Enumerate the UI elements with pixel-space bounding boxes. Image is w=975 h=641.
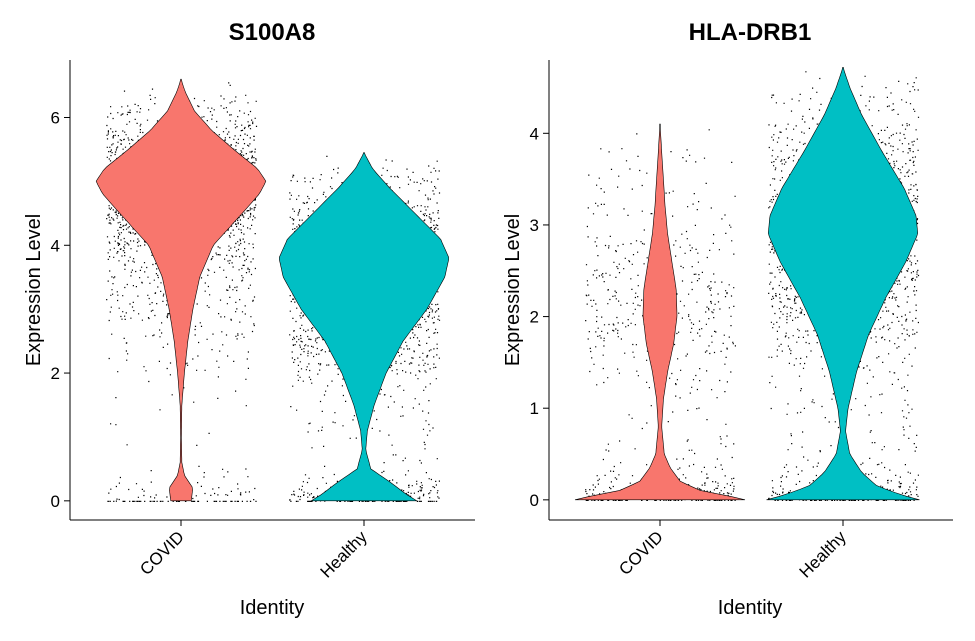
y-tick-label: 1 bbox=[530, 399, 539, 418]
panel-s100a8: S100A8 0 2 4 6 COVID Healthy Expression Leve… bbox=[23, 19, 475, 619]
violin-covid bbox=[574, 123, 746, 501]
y-ticks: 0 1 2 3 4 bbox=[530, 124, 549, 510]
x-tick-label: COVID bbox=[136, 527, 188, 579]
violin-covid bbox=[95, 78, 267, 502]
y-ticks: 0 2 4 6 bbox=[51, 109, 70, 511]
y-tick-label: 3 bbox=[530, 216, 539, 235]
x-ticks: COVID Healthy bbox=[615, 520, 850, 582]
y-tick-label: 4 bbox=[530, 124, 539, 143]
y-tick-label: 2 bbox=[530, 308, 539, 327]
y-tick-label: 2 bbox=[51, 364, 60, 383]
y-axis-label: Expression Level bbox=[23, 214, 45, 366]
y-tick-label: 6 bbox=[51, 109, 60, 128]
x-axis-label: Identity bbox=[240, 597, 304, 619]
violin-healthy bbox=[279, 152, 449, 502]
panel-title: HLA-DRB1 bbox=[689, 19, 812, 46]
panel-title: S100A8 bbox=[229, 19, 316, 46]
x-tick-label: Healthy bbox=[317, 527, 372, 582]
x-ticks: COVID Healthy bbox=[136, 520, 371, 582]
x-axis-label: Identity bbox=[718, 597, 782, 619]
violins bbox=[95, 78, 449, 502]
x-tick-label: COVID bbox=[615, 527, 667, 579]
y-tick-label: 0 bbox=[530, 491, 539, 510]
y-axis-label: Expression Level bbox=[502, 214, 524, 366]
x-tick-label: Healthy bbox=[796, 527, 851, 582]
violins bbox=[574, 67, 920, 501]
panel-hla-drb1: HLA-DRB1 0 1 2 3 4 COVID Healthy Expression L… bbox=[502, 19, 953, 619]
y-tick-label: 4 bbox=[51, 236, 60, 255]
y-tick-label: 0 bbox=[51, 492, 60, 511]
violin-healthy bbox=[766, 67, 920, 501]
